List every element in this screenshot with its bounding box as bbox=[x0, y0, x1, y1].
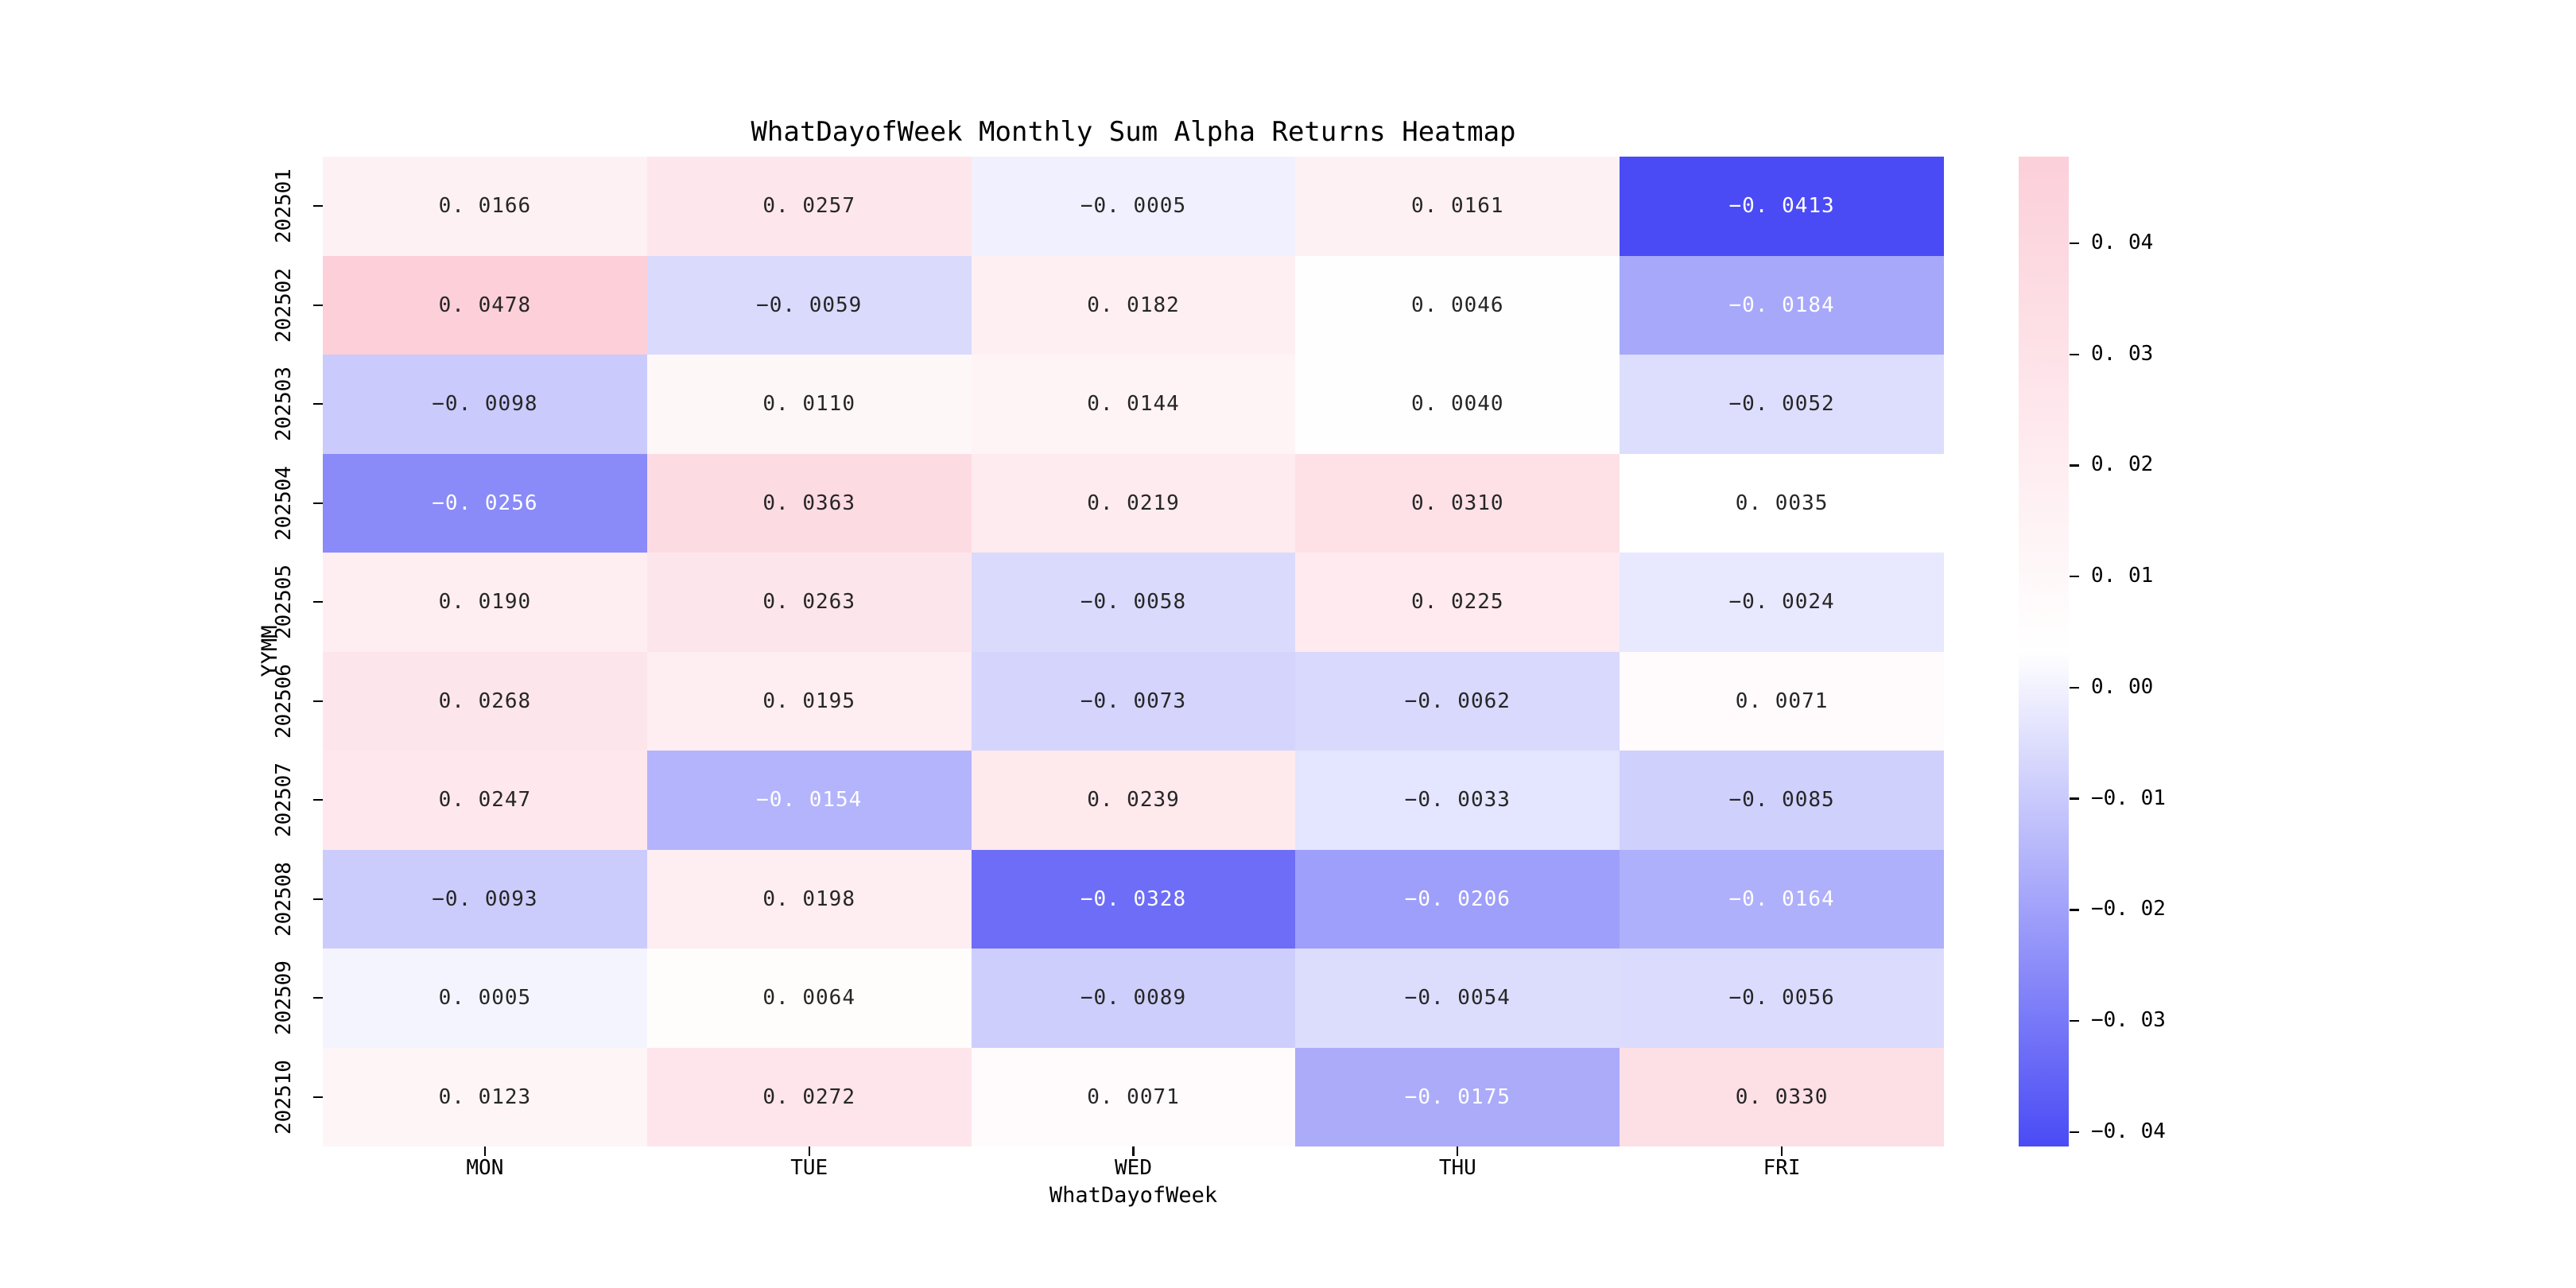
heatmap-cell-202509-FRI: −0. 0056 bbox=[1620, 949, 1944, 1048]
y-tick-label: 202510 bbox=[272, 1059, 296, 1135]
heatmap-cell-202510-MON: 0. 0123 bbox=[323, 1047, 647, 1146]
heatmap-cell-202508-WED: −0. 0328 bbox=[971, 849, 1296, 949]
heatmap-cell-202507-FRI: −0. 0085 bbox=[1620, 751, 1944, 850]
heatmap-cell-202510-FRI: 0. 0330 bbox=[1620, 1047, 1944, 1146]
heatmap-cell-202507-WED: 0. 0239 bbox=[971, 751, 1296, 850]
heatmap-cell-202508-MON: −0. 0093 bbox=[323, 849, 647, 949]
x-tick-mark bbox=[808, 1146, 810, 1156]
colorbar-tick-mark bbox=[2070, 1131, 2079, 1134]
colorbar-tick-label: 0. 00 bbox=[2091, 674, 2154, 699]
y-tick-mark bbox=[313, 601, 323, 603]
heatmap-cell-202506-FRI: 0. 0071 bbox=[1620, 651, 1944, 751]
heatmap-cell-202510-WED: 0. 0071 bbox=[971, 1047, 1296, 1146]
heatmap-cell-202504-THU: 0. 0310 bbox=[1295, 453, 1620, 553]
heatmap-cell-202503-MON: −0. 0098 bbox=[323, 355, 647, 454]
x-tick-label: WED bbox=[1115, 1156, 1152, 1180]
heatmap-cell-202503-THU: 0. 0040 bbox=[1295, 355, 1620, 454]
colorbar-tick-label: 0. 01 bbox=[2091, 564, 2154, 588]
y-tick-mark bbox=[313, 502, 323, 504]
colorbar-tick-label: 0. 04 bbox=[2091, 230, 2154, 254]
x-tick-label: THU bbox=[1438, 1156, 1476, 1180]
heatmap-cell-202502-THU: 0. 0046 bbox=[1295, 255, 1620, 355]
heatmap-cell-202501-MON: 0. 0166 bbox=[323, 157, 647, 256]
y-tick-mark bbox=[313, 799, 323, 801]
heatmap-cell-202506-TUE: 0. 0195 bbox=[646, 651, 972, 751]
x-tick-mark bbox=[1132, 1146, 1135, 1156]
heatmap-cell-202505-TUE: 0. 0263 bbox=[646, 553, 972, 652]
heatmap-cell-202504-WED: 0. 0219 bbox=[971, 453, 1296, 553]
y-tick-mark bbox=[313, 898, 323, 900]
colorbar-tick-mark bbox=[2070, 909, 2079, 911]
heatmap-cell-202503-WED: 0. 0144 bbox=[971, 355, 1296, 454]
heatmap-cell-202508-THU: −0. 0206 bbox=[1295, 849, 1620, 949]
colorbar-tick-label: −0. 01 bbox=[2091, 786, 2166, 810]
heatmap-cell-202507-THU: −0. 0033 bbox=[1295, 751, 1620, 850]
heatmap-cell-202506-MON: 0. 0268 bbox=[323, 651, 647, 751]
chart-title: WhatDayofWeek Monthly Sum Alpha Returns … bbox=[751, 116, 1516, 148]
heatmap-cell-202508-TUE: 0. 0198 bbox=[646, 849, 972, 949]
colorbar-tick-mark bbox=[2070, 797, 2079, 800]
heatmap-cell-202505-THU: 0. 0225 bbox=[1295, 553, 1620, 652]
heatmap-cell-202507-MON: 0. 0247 bbox=[323, 751, 647, 850]
heatmap-cell-202502-FRI: −0. 0184 bbox=[1620, 255, 1944, 355]
colorbar-tick-mark bbox=[2070, 464, 2079, 467]
heatmap-cell-202506-THU: −0. 0062 bbox=[1295, 651, 1620, 751]
x-axis-label: WhatDayofWeek bbox=[1049, 1183, 1218, 1208]
heatmap-cell-202503-FRI: −0. 0052 bbox=[1620, 355, 1944, 454]
x-tick-mark bbox=[483, 1146, 487, 1156]
colorbar-tick-label: 0. 02 bbox=[2091, 452, 2154, 477]
heatmap-cell-202509-TUE: 0. 0064 bbox=[646, 949, 972, 1048]
heatmap-cell-202505-MON: 0. 0190 bbox=[323, 553, 647, 652]
x-tick-label: FRI bbox=[1763, 1156, 1801, 1180]
heatmap-cell-202509-THU: −0. 0054 bbox=[1295, 949, 1620, 1048]
y-tick-mark bbox=[313, 1096, 323, 1098]
colorbar-tick-mark bbox=[2070, 1019, 2079, 1022]
colorbar-tick-mark bbox=[2070, 575, 2079, 578]
heatmap-cell-202501-WED: −0. 0005 bbox=[971, 157, 1296, 256]
heatmap-cell-202505-FRI: −0. 0024 bbox=[1620, 553, 1944, 652]
heatmap-cell-202506-WED: −0. 0073 bbox=[971, 651, 1296, 751]
x-tick-mark bbox=[1457, 1146, 1459, 1156]
colorbar-tick-mark bbox=[2070, 242, 2079, 245]
heatmap-cell-202504-TUE: 0. 0363 bbox=[646, 453, 972, 553]
heatmap-cell-202502-WED: 0. 0182 bbox=[971, 255, 1296, 355]
colorbar-tick-mark bbox=[2070, 686, 2079, 689]
colorbar-tick-label: 0. 03 bbox=[2091, 341, 2154, 366]
x-tick-label: TUE bbox=[790, 1156, 828, 1180]
colorbar-tick-mark bbox=[2070, 353, 2079, 355]
y-tick-mark bbox=[313, 205, 323, 208]
colorbar-tick-label: −0. 03 bbox=[2091, 1008, 2166, 1033]
heatmap-cell-202510-TUE: 0. 0272 bbox=[646, 1047, 972, 1146]
x-tick-mark bbox=[1780, 1146, 1783, 1156]
heatmap-cell-202504-FRI: 0. 0035 bbox=[1620, 453, 1944, 553]
heatmap-cell-202501-FRI: −0. 0413 bbox=[1620, 157, 1944, 256]
x-tick-label: MON bbox=[466, 1156, 504, 1180]
y-axis-label: YYMM bbox=[258, 625, 282, 677]
heatmap-cell-202503-TUE: 0. 0110 bbox=[646, 355, 972, 454]
heatmap-cell-202510-THU: −0. 0175 bbox=[1295, 1047, 1620, 1146]
colorbar-tick-label: −0. 02 bbox=[2091, 897, 2166, 921]
y-tick-mark bbox=[313, 997, 323, 999]
colorbar-tick-label: −0. 04 bbox=[2091, 1119, 2166, 1143]
heatmap-cell-202502-TUE: −0. 0059 bbox=[646, 255, 972, 355]
heatmap-cell-202507-TUE: −0. 0154 bbox=[646, 751, 972, 850]
heatmap-cell-202509-WED: −0. 0089 bbox=[971, 949, 1296, 1048]
heatmap-cell-202508-FRI: −0. 0164 bbox=[1620, 849, 1944, 949]
y-tick-mark bbox=[313, 304, 323, 306]
colorbar-gradient bbox=[2019, 157, 2069, 1146]
heatmap-cell-202501-THU: 0. 0161 bbox=[1295, 157, 1620, 256]
heatmap-cell-202504-MON: −0. 0256 bbox=[323, 453, 647, 553]
y-tick-mark bbox=[313, 403, 323, 405]
heatmap-cell-202501-TUE: 0. 0257 bbox=[646, 157, 972, 256]
heatmap-cell-202505-WED: −0. 0058 bbox=[971, 553, 1296, 652]
heatmap-cell-202502-MON: 0. 0478 bbox=[323, 255, 647, 355]
y-tick-mark bbox=[313, 700, 323, 702]
heatmap-cell-202509-MON: 0. 0005 bbox=[323, 949, 647, 1048]
